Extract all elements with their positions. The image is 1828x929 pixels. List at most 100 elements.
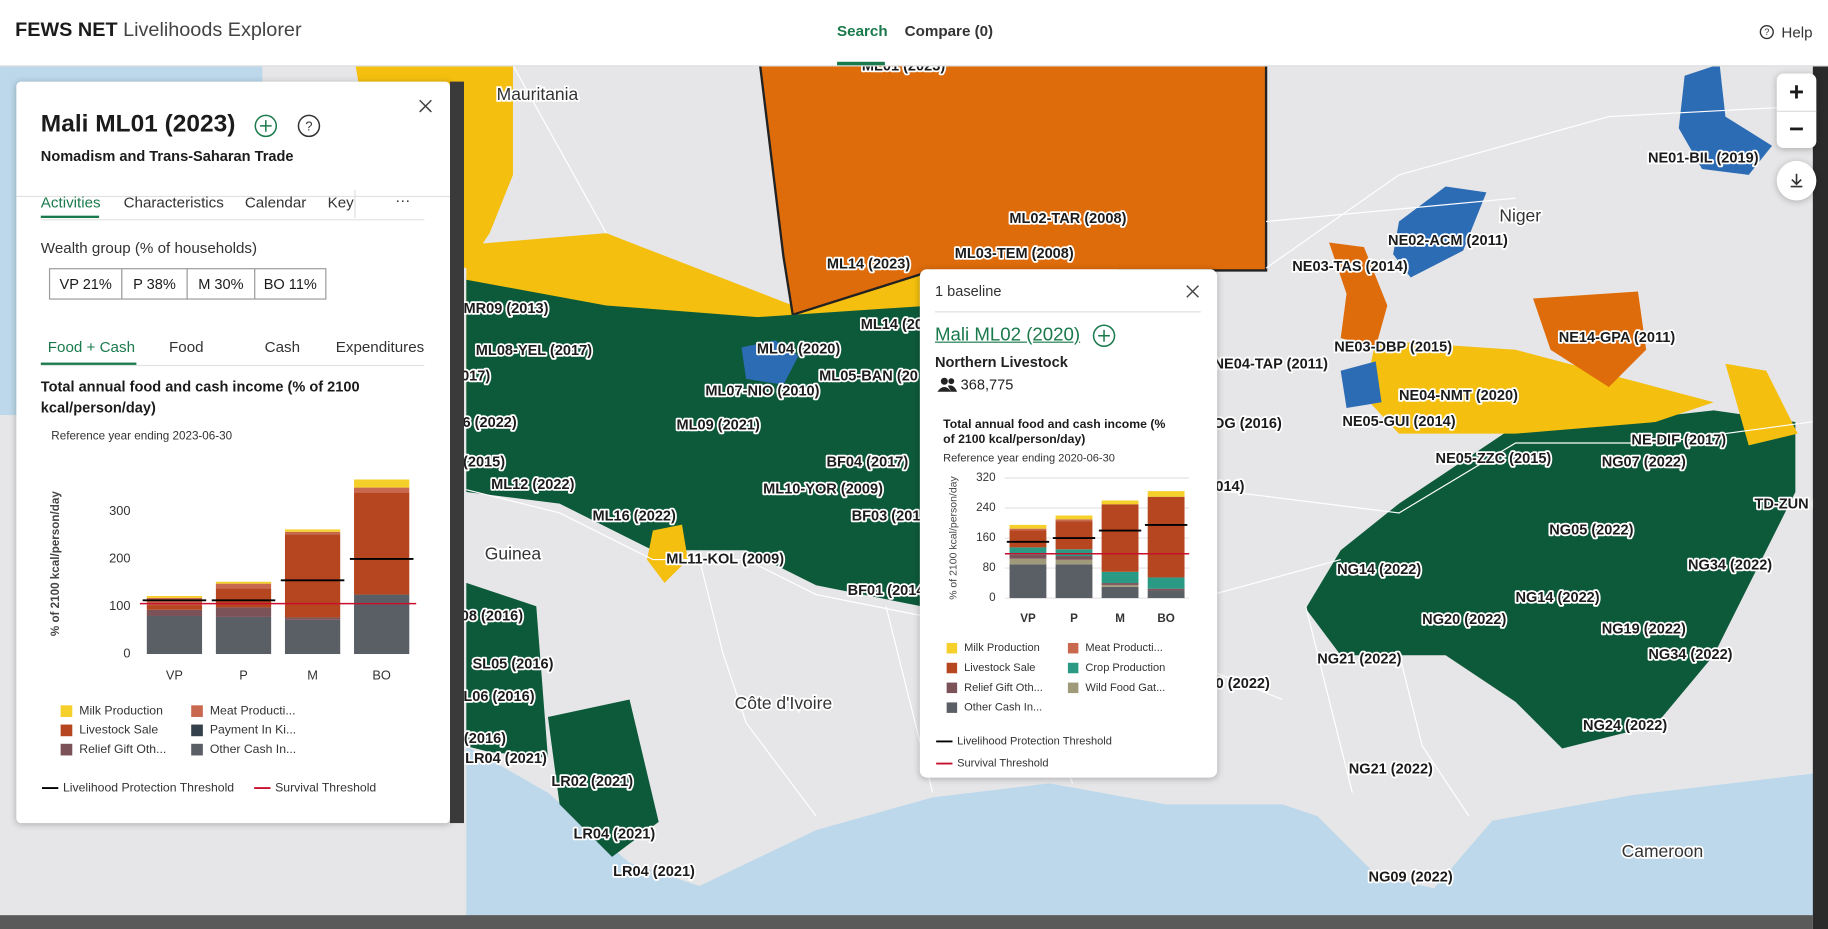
chart-subtitle: Reference year ending 2023-06-30: [51, 430, 233, 444]
zone-label: 017): [461, 368, 490, 384]
y-tick-label: 0: [123, 645, 130, 660]
legend-label: Payment In Ki...: [210, 723, 296, 737]
country-label: Niger: [1499, 205, 1541, 225]
bar-segment: [215, 583, 272, 589]
legend-label: Meat Producti...: [210, 703, 296, 717]
bar-segment: [146, 609, 203, 616]
bar-segment: [1009, 564, 1047, 599]
zoom-in[interactable]: +: [1789, 76, 1805, 107]
bar-segment: [1009, 524, 1047, 529]
wealth-button[interactable]: VP 21%: [48, 268, 123, 300]
legend-swatch: [1067, 662, 1079, 674]
bar-segment: [1101, 583, 1139, 585]
region: [1533, 291, 1647, 388]
income-tab[interactable]: Expenditures: [335, 338, 425, 356]
y-tick-label: 0: [989, 591, 996, 604]
tab-underline: [40, 362, 137, 365]
country-label: Côte d'Ivoire: [735, 693, 833, 713]
zone-label: NE14-GPA (2011): [1559, 330, 1676, 346]
tab[interactable]: Activities: [40, 193, 101, 212]
bar-segment: [354, 487, 410, 493]
zone-label: NG09 (2022): [1369, 870, 1453, 886]
zone-label: LR04 (2021): [613, 864, 695, 880]
bar-segment: [284, 534, 341, 618]
bar-segment: [146, 605, 203, 610]
chart: 0 100 200 300 % of 2100 kcal/person/day VP P M B…: [41, 479, 417, 794]
legend-label: Livelihood Protection Threshold: [957, 735, 1112, 747]
zone-label: (2016): [464, 731, 506, 747]
income-tab[interactable]: Food: [169, 338, 204, 356]
y-tick-label: 240: [976, 501, 996, 514]
close-panel[interactable]: [417, 98, 433, 114]
bar-segment: [284, 529, 341, 532]
bar-segment: [1055, 515, 1093, 520]
bar-segment: [1147, 588, 1185, 591]
region: [1678, 64, 1773, 175]
close-popup[interactable]: [1186, 284, 1200, 298]
region: [647, 524, 688, 583]
zoom-out[interactable]: −: [1776, 110, 1817, 149]
add-icon[interactable]: [1091, 323, 1117, 349]
tab-separator: [354, 190, 356, 219]
x-tick-label: M: [307, 668, 318, 683]
bar-segment: [1055, 519, 1093, 522]
legend-label: Livestock Sale: [79, 723, 158, 737]
x-tick-label: VP: [1020, 612, 1036, 625]
tab[interactable]: Key: [327, 193, 354, 212]
zone-label: NG21 (2022): [1317, 652, 1401, 668]
wealth-button[interactable]: BO 11%: [254, 268, 327, 300]
zone-label: 08 (2016): [461, 609, 523, 625]
zone-label: NE03-DBP (2015): [1334, 339, 1452, 355]
bar-segment: [146, 615, 203, 655]
divider: [40, 219, 425, 221]
legend-label: Livestock Sale: [964, 662, 1035, 674]
legend-swatch: [1067, 682, 1079, 694]
bar-segment: [1147, 590, 1185, 599]
zone-label: NE03-TAS (2014): [1292, 259, 1408, 275]
tab[interactable]: Calendar: [244, 193, 307, 212]
panel-scrollbar[interactable]: [450, 81, 464, 824]
tab-more[interactable]: ···: [395, 191, 411, 209]
info-icon[interactable]: [297, 114, 321, 138]
bar-segment: [284, 617, 341, 620]
bar-segment: [146, 597, 203, 606]
help[interactable]: Help: [1781, 23, 1813, 41]
zone-label: NE-DIF (2017): [1631, 433, 1726, 449]
country-label: Cameroon: [1622, 841, 1704, 861]
zone-label: TD-ZUN (: [1754, 497, 1817, 513]
y-tick-label: 300: [109, 503, 130, 518]
add-icon[interactable]: [254, 114, 278, 138]
nav-search[interactable]: Search: [837, 22, 888, 40]
popup-title[interactable]: Mali ML02 (2020): [934, 325, 1081, 346]
zone-label: NE05-GUI (2014): [1342, 414, 1455, 430]
scrollbar[interactable]: [1812, 65, 1828, 929]
download-button[interactable]: [1776, 160, 1817, 201]
bar-segment: [1101, 584, 1139, 587]
income-tab[interactable]: Cash: [264, 338, 301, 356]
zone-label: LR04 (2021): [465, 751, 547, 767]
x-tick-label: BO: [1157, 612, 1174, 625]
bar-segment: [1101, 571, 1139, 584]
ocean: [466, 746, 1828, 929]
zone-label: ML11-KOL (2009): [666, 551, 784, 567]
region: [741, 340, 799, 385]
legend-label: Survival Threshold: [275, 780, 376, 794]
zone-label: ML08-YEL (2017): [476, 343, 592, 359]
zone-label: BF03 (201: [852, 508, 921, 524]
panel-title: Mali ML01 (2023): [40, 110, 236, 138]
bar-segment: [1147, 496, 1185, 578]
region: [547, 699, 659, 857]
zone-label: BF01 (2014: [848, 583, 926, 599]
scrollbar[interactable]: [0, 915, 1813, 929]
wealth-button[interactable]: M 30%: [186, 268, 256, 300]
wealth-button[interactable]: P 38%: [121, 268, 188, 300]
tab[interactable]: Characteristics: [123, 193, 224, 212]
bar-segment: [1009, 530, 1047, 548]
nav-compare[interactable]: Compare (0): [904, 22, 994, 40]
top-bar: FEWS NET Livelihoods Explorer Search Com…: [0, 0, 1828, 67]
help-icon[interactable]: ?: [1759, 24, 1774, 40]
bar-segment: [354, 594, 410, 655]
zone-label: 6 (2022): [463, 415, 517, 431]
income-tab[interactable]: Food + Cash: [47, 338, 135, 356]
